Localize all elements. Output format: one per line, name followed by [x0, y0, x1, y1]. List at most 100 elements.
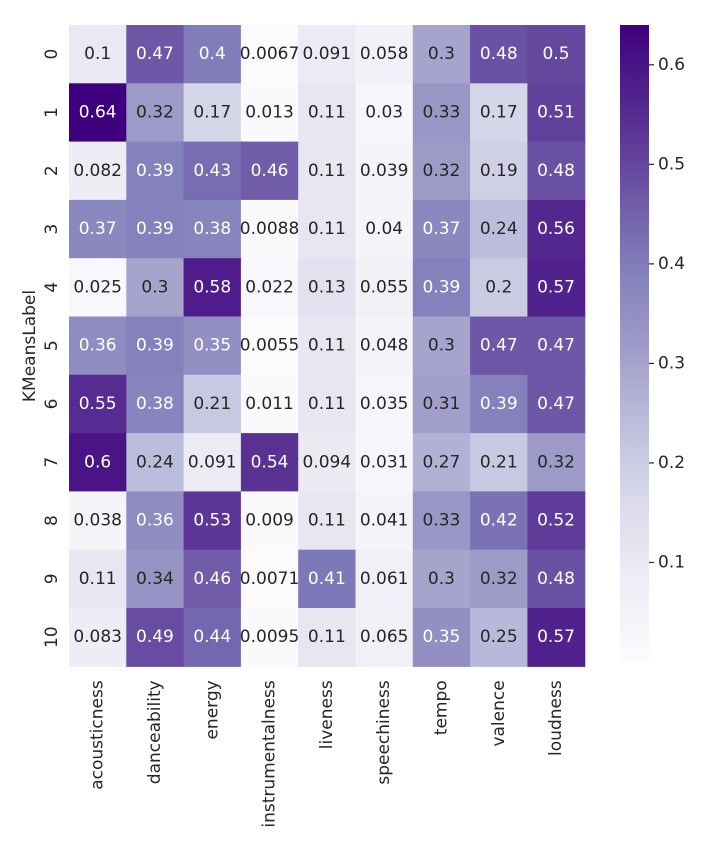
- y-tick-label: 4: [42, 282, 62, 293]
- heatmap-cell-label: 0.48: [480, 44, 518, 64]
- heatmap-cell: [470, 258, 528, 318]
- heatmap-cell-label: 0.47: [537, 336, 575, 356]
- heatmap-cell-label: 0.38: [193, 219, 231, 239]
- heatmap-cell: [69, 83, 127, 143]
- heatmap-cell: [240, 25, 299, 84]
- heatmap-cell-label: 0.33: [423, 511, 461, 531]
- heatmap-cell: [355, 25, 414, 84]
- heatmap-cell: [69, 25, 127, 84]
- heatmap-cell: [355, 199, 414, 259]
- heatmap-cell-label: 0.11: [308, 627, 346, 647]
- heatmap-cell-label: 0.64: [79, 102, 117, 122]
- heatmap-cell: [470, 199, 528, 259]
- heatmap-cell-label: 0.46: [193, 569, 231, 589]
- colorbar-tick-label: 0.5: [658, 154, 685, 174]
- heatmap-cell: [298, 141, 357, 201]
- heatmap-cell-label: 0.022: [245, 277, 294, 297]
- heatmap-cell-label: 0.46: [251, 161, 289, 181]
- heatmap-cell-label: 0.17: [480, 102, 518, 122]
- heatmap-cell-label: 0.055: [360, 277, 409, 297]
- heatmap-cell: [412, 141, 471, 201]
- heatmap-cell-label: 0.53: [193, 511, 231, 531]
- heatmap-cells: [69, 25, 586, 667]
- heatmap-cell-label: 0.011: [245, 394, 294, 414]
- heatmap-cell: [69, 199, 127, 259]
- heatmap-cell-label: 0.009: [245, 511, 294, 531]
- heatmap-cell-label: 0.54: [251, 452, 289, 472]
- heatmap-cell: [527, 491, 586, 551]
- colorbar-tick-label: 0.3: [658, 353, 685, 373]
- heatmap-cell: [298, 316, 357, 376]
- heatmap-cell-label: 0.27: [423, 452, 461, 472]
- heatmap-cell: [470, 316, 528, 376]
- heatmap-cell-label: 0.57: [537, 277, 575, 297]
- heatmap-cell-label: 0.25: [480, 627, 518, 647]
- heatmap-cell-label: 0.37: [79, 219, 117, 239]
- heatmap-cell: [126, 83, 185, 143]
- heatmap-cell-label: 0.43: [193, 161, 231, 181]
- heatmap-cell: [298, 83, 357, 143]
- heatmap-cell-label: 0.21: [480, 452, 518, 472]
- heatmap-cell: [470, 608, 528, 667]
- x-tick-label: tempo: [431, 680, 451, 735]
- x-tick-label: valence: [489, 680, 509, 746]
- heatmap-cell: [69, 433, 127, 492]
- y-tick-label: 10: [42, 626, 62, 648]
- heatmap-cell-label: 0.11: [308, 219, 346, 239]
- heatmap-cell-label: 0.48: [537, 569, 575, 589]
- heatmap-cell: [298, 258, 357, 318]
- heatmap-cell-label: 0.56: [537, 219, 575, 239]
- heatmap-cell: [69, 141, 127, 201]
- heatmap-cell: [527, 141, 586, 201]
- heatmap-cell: [470, 491, 528, 551]
- y-tick-label: 0: [42, 49, 62, 60]
- heatmap-cell-label: 0.39: [423, 277, 461, 297]
- heatmap-cell: [412, 491, 471, 551]
- heatmap-cell: [527, 83, 586, 143]
- heatmap-cell-label: 0.47: [480, 336, 518, 356]
- heatmap-cell-label: 0.11: [79, 569, 117, 589]
- x-tick-label: energy: [202, 680, 222, 739]
- heatmap-cell: [126, 608, 185, 667]
- heatmap-cell: [69, 316, 127, 376]
- heatmap-cell: [298, 25, 357, 84]
- heatmap-cell-label: 0.36: [79, 336, 117, 356]
- heatmap-cell-label: 0.058: [360, 44, 409, 64]
- heatmap-cell: [355, 491, 414, 551]
- colorbar-tick-label: 0.6: [658, 55, 685, 75]
- heatmap-cell-label: 0.33: [423, 102, 461, 122]
- heatmap-cell: [126, 549, 185, 609]
- heatmap-cell-label: 0.32: [423, 161, 461, 181]
- heatmap-cell: [355, 316, 414, 376]
- heatmap-cell-label: 0.061: [360, 569, 409, 589]
- heatmap-cell-label: 0.39: [480, 394, 518, 414]
- heatmap-cell: [240, 316, 299, 376]
- heatmap-cell: [412, 433, 471, 492]
- heatmap-cell: [355, 549, 414, 609]
- heatmap-cell-label: 0.13: [308, 277, 346, 297]
- heatmap-cell-label: 0.11: [308, 394, 346, 414]
- heatmap-cell: [298, 199, 357, 259]
- heatmap-cell: [183, 199, 242, 259]
- heatmap-cell-label: 0.039: [360, 161, 409, 181]
- heatmap-cell: [240, 433, 299, 492]
- y-axis-ticks: 0 1 2 3 4 5 6 7 8 9 10: [42, 49, 62, 648]
- heatmap-cell-labels: 0.1 0.47 0.4 0.0067 0.091 0.058 0.3 0.48 0.50.64…: [73, 44, 575, 647]
- y-tick-label: 2: [42, 165, 62, 176]
- heatmap-cell: [412, 25, 471, 84]
- x-tick-label: loudness: [546, 680, 566, 756]
- heatmap-cell-label: 0.47: [537, 394, 575, 414]
- colorbar-tick-label: 0.4: [658, 254, 685, 274]
- heatmap-cell: [355, 374, 414, 434]
- heatmap-cell-label: 0.42: [480, 511, 518, 531]
- y-tick-label: 5: [42, 340, 62, 351]
- heatmap-cell: [412, 83, 471, 143]
- heatmap-cell: [355, 258, 414, 318]
- heatmap-cell-label: 0.48: [537, 161, 575, 181]
- y-axis-title: KMeansLabel: [20, 290, 40, 402]
- heatmap-cell-label: 0.11: [308, 161, 346, 181]
- heatmap-cell: [527, 608, 586, 667]
- heatmap-cell-label: 0.24: [136, 452, 174, 472]
- heatmap-cell-label: 0.47: [136, 44, 174, 64]
- heatmap-cell: [240, 83, 299, 143]
